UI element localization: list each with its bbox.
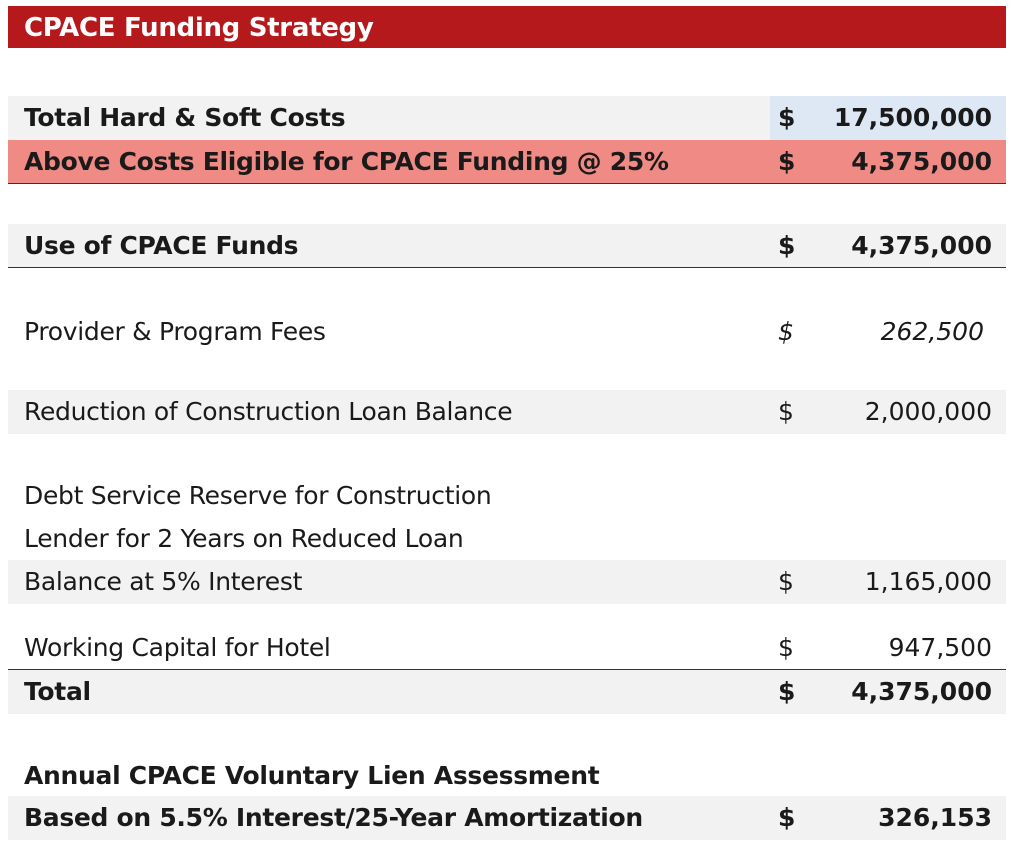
total-costs-currency: $ — [778, 103, 796, 132]
assessment-amount: 326,153 — [878, 803, 992, 832]
eligible-currency: $ — [778, 147, 796, 176]
total-costs-label: Total Hard & Soft Costs — [24, 103, 346, 132]
debt-reserve-currency: $ — [778, 567, 794, 596]
loan-reduction-currency: $ — [778, 397, 794, 426]
provider-fees-currency: $ — [778, 317, 794, 346]
assessment-row: Based on 5.5% Interest/25-Year Amortizat… — [8, 796, 1006, 840]
total-row: Total $ 4,375,000 — [8, 670, 1006, 714]
debt-reserve-label-line-2: Lender for 2 Years on Reduced Loan — [24, 524, 464, 553]
assessment-label-line-2: Based on 5.5% Interest/25-Year Amortizat… — [24, 803, 643, 832]
eligible-label: Above Costs Eligible for CPACE Funding @… — [24, 147, 669, 176]
loan-reduction-row: Reduction of Construction Loan Balance $… — [8, 390, 1006, 434]
working-capital-row: Working Capital for Hotel $ 947,500 — [8, 626, 1006, 670]
working-capital-currency: $ — [778, 633, 794, 662]
page-title: CPACE Funding Strategy — [8, 6, 1006, 48]
total-costs-row: Total Hard & Soft Costs $ 17,500,000 — [8, 96, 1006, 140]
total-amount: 4,375,000 — [851, 677, 992, 706]
debt-reserve-label-line-3: Balance at 5% Interest — [24, 567, 303, 596]
loan-reduction-amount: 2,000,000 — [864, 397, 992, 426]
use-of-funds-amount: 4,375,000 — [851, 231, 992, 260]
assessment-label-line-1: Annual CPACE Voluntary Lien Assessment — [24, 761, 600, 790]
total-currency: $ — [778, 677, 796, 706]
debt-reserve-label-line-1: Debt Service Reserve for Construction — [24, 481, 492, 510]
working-capital-label: Working Capital for Hotel — [24, 633, 331, 662]
provider-fees-amount: 262,500 — [880, 317, 984, 346]
eligible-row: Above Costs Eligible for CPACE Funding @… — [8, 140, 1006, 184]
use-of-funds-currency: $ — [778, 231, 796, 260]
total-label: Total — [24, 677, 91, 706]
provider-fees-row: Provider & Program Fees $ 262,500 — [8, 310, 1006, 354]
eligible-amount: 4,375,000 — [851, 147, 992, 176]
use-of-funds-row: Use of CPACE Funds $ 4,375,000 — [8, 224, 1006, 268]
use-of-funds-label: Use of CPACE Funds — [24, 231, 299, 260]
loan-reduction-label: Reduction of Construction Loan Balance — [24, 397, 513, 426]
debt-reserve-amount: 1,165,000 — [864, 567, 992, 596]
working-capital-amount: 947,500 — [888, 633, 992, 662]
provider-fees-label: Provider & Program Fees — [24, 317, 326, 346]
debt-reserve-row: Balance at 5% Interest $ 1,165,000 — [8, 560, 1006, 604]
assessment-currency: $ — [778, 803, 796, 832]
total-costs-amount: 17,500,000 — [833, 103, 992, 132]
total-costs-amount-highlight — [770, 96, 1006, 140]
